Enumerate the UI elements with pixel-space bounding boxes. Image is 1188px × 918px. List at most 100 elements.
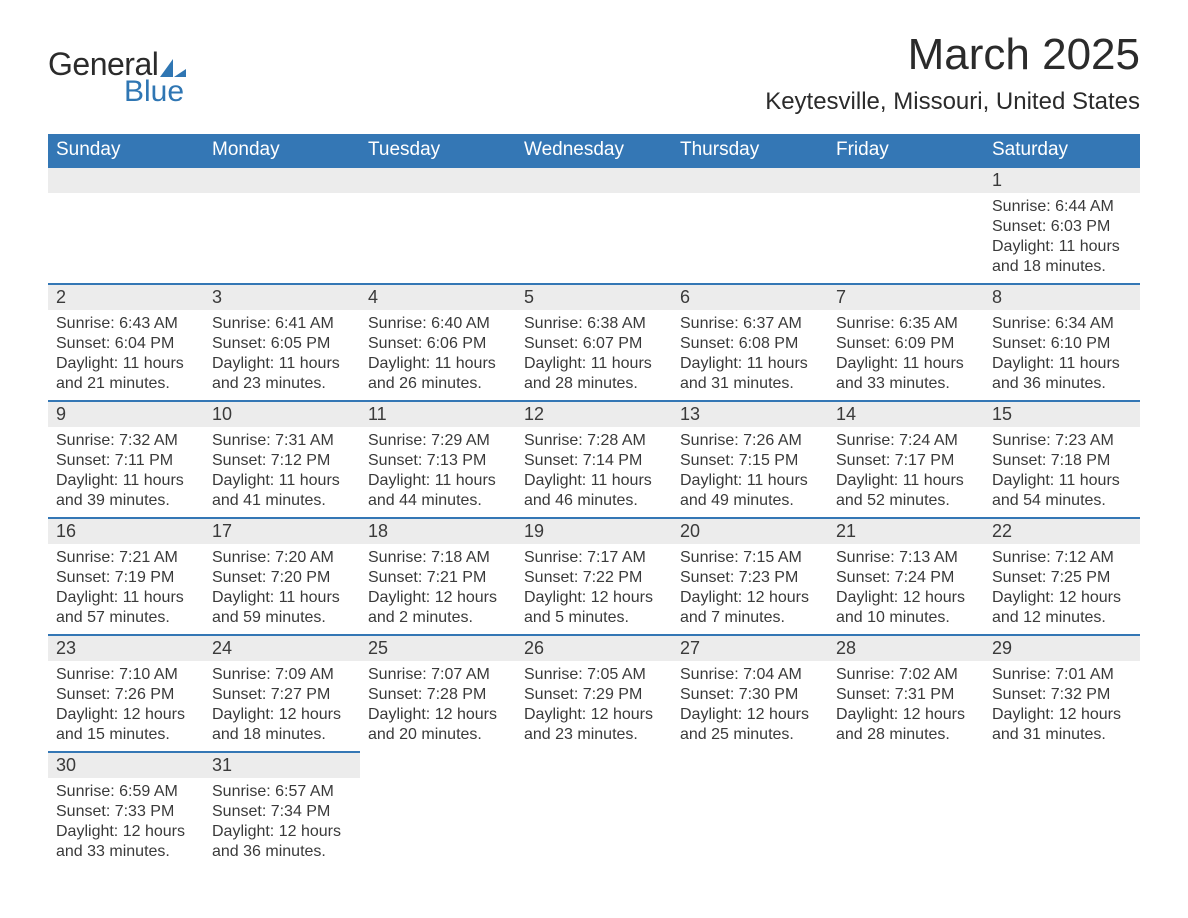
day-detail-line: Sunrise: 6:38 AM xyxy=(524,314,664,334)
day-details xyxy=(516,777,672,787)
day-detail-line: Sunset: 7:20 PM xyxy=(212,568,352,588)
location-subtitle: Keytesville, Missouri, United States xyxy=(765,88,1140,116)
day-detail-line: Daylight: 11 hours and 57 minutes. xyxy=(56,588,196,628)
day-details: Sunrise: 6:44 AMSunset: 6:03 PMDaylight:… xyxy=(984,193,1140,283)
calendar-cell xyxy=(204,167,360,284)
day-number: 13 xyxy=(672,402,828,427)
day-detail-line: Sunrise: 7:24 AM xyxy=(836,431,976,451)
day-details: Sunrise: 7:05 AMSunset: 7:29 PMDaylight:… xyxy=(516,661,672,751)
calendar-cell: 14Sunrise: 7:24 AMSunset: 7:17 PMDayligh… xyxy=(828,401,984,518)
calendar-cell xyxy=(672,167,828,284)
day-detail-line: Daylight: 12 hours and 31 minutes. xyxy=(992,705,1132,745)
weekday-header: Friday xyxy=(828,134,984,167)
logo: General Blue xyxy=(48,46,186,109)
day-detail-line: Daylight: 12 hours and 20 minutes. xyxy=(368,705,508,745)
calendar-cell: 2Sunrise: 6:43 AMSunset: 6:04 PMDaylight… xyxy=(48,284,204,401)
day-detail-line: Daylight: 12 hours and 2 minutes. xyxy=(368,588,508,628)
day-detail-line: Sunset: 7:18 PM xyxy=(992,451,1132,471)
day-details: Sunrise: 7:15 AMSunset: 7:23 PMDaylight:… xyxy=(672,544,828,634)
day-detail-line: Sunrise: 6:37 AM xyxy=(680,314,820,334)
day-detail-line: Sunset: 7:22 PM xyxy=(524,568,664,588)
calendar-cell: 27Sunrise: 7:04 AMSunset: 7:30 PMDayligh… xyxy=(672,635,828,752)
day-number xyxy=(672,168,828,193)
day-details xyxy=(204,193,360,203)
day-details: Sunrise: 7:04 AMSunset: 7:30 PMDaylight:… xyxy=(672,661,828,751)
day-number xyxy=(828,752,984,777)
calendar-cell: 26Sunrise: 7:05 AMSunset: 7:29 PMDayligh… xyxy=(516,635,672,752)
day-number: 31 xyxy=(204,753,360,778)
day-detail-line: Sunrise: 6:57 AM xyxy=(212,782,352,802)
day-detail-line: Sunrise: 7:12 AM xyxy=(992,548,1132,568)
day-detail-line: Sunset: 6:04 PM xyxy=(56,334,196,354)
day-details: Sunrise: 7:18 AMSunset: 7:21 PMDaylight:… xyxy=(360,544,516,634)
day-detail-line: Sunrise: 7:29 AM xyxy=(368,431,508,451)
day-detail-line: Daylight: 12 hours and 23 minutes. xyxy=(524,705,664,745)
day-detail-line: Sunrise: 7:26 AM xyxy=(680,431,820,451)
day-detail-line: Sunrise: 7:04 AM xyxy=(680,665,820,685)
calendar-cell: 22Sunrise: 7:12 AMSunset: 7:25 PMDayligh… xyxy=(984,518,1140,635)
day-details: Sunrise: 6:40 AMSunset: 6:06 PMDaylight:… xyxy=(360,310,516,400)
calendar-cell xyxy=(984,752,1140,868)
day-detail-line: Sunset: 7:29 PM xyxy=(524,685,664,705)
day-detail-line: Sunset: 6:03 PM xyxy=(992,217,1132,237)
day-details: Sunrise: 7:02 AMSunset: 7:31 PMDaylight:… xyxy=(828,661,984,751)
weekday-header: Wednesday xyxy=(516,134,672,167)
day-number: 11 xyxy=(360,402,516,427)
day-number: 2 xyxy=(48,285,204,310)
day-detail-line: Daylight: 11 hours and 26 minutes. xyxy=(368,354,508,394)
calendar-cell: 18Sunrise: 7:18 AMSunset: 7:21 PMDayligh… xyxy=(360,518,516,635)
weekday-header: Sunday xyxy=(48,134,204,167)
calendar-cell: 11Sunrise: 7:29 AMSunset: 7:13 PMDayligh… xyxy=(360,401,516,518)
day-number xyxy=(516,168,672,193)
day-detail-line: Sunset: 7:33 PM xyxy=(56,802,196,822)
calendar-week-row: 1Sunrise: 6:44 AMSunset: 6:03 PMDaylight… xyxy=(48,167,1140,284)
day-detail-line: Daylight: 11 hours and 28 minutes. xyxy=(524,354,664,394)
day-detail-line: Sunset: 7:11 PM xyxy=(56,451,196,471)
day-detail-line: Daylight: 12 hours and 10 minutes. xyxy=(836,588,976,628)
logo-text-blue: Blue xyxy=(124,75,186,109)
day-number: 23 xyxy=(48,636,204,661)
calendar-cell: 28Sunrise: 7:02 AMSunset: 7:31 PMDayligh… xyxy=(828,635,984,752)
calendar-table: SundayMondayTuesdayWednesdayThursdayFrid… xyxy=(48,134,1140,868)
day-detail-line: Sunrise: 7:02 AM xyxy=(836,665,976,685)
day-detail-line: Sunset: 7:15 PM xyxy=(680,451,820,471)
day-detail-line: Sunset: 6:09 PM xyxy=(836,334,976,354)
calendar-cell: 17Sunrise: 7:20 AMSunset: 7:20 PMDayligh… xyxy=(204,518,360,635)
day-detail-line: Daylight: 12 hours and 12 minutes. xyxy=(992,588,1132,628)
day-detail-line: Daylight: 11 hours and 44 minutes. xyxy=(368,471,508,511)
day-details xyxy=(48,193,204,203)
day-detail-line: Daylight: 12 hours and 7 minutes. xyxy=(680,588,820,628)
day-number: 29 xyxy=(984,636,1140,661)
calendar-week-row: 16Sunrise: 7:21 AMSunset: 7:19 PMDayligh… xyxy=(48,518,1140,635)
day-detail-line: Daylight: 11 hours and 39 minutes. xyxy=(56,471,196,511)
weekday-header: Monday xyxy=(204,134,360,167)
calendar-body: 1Sunrise: 6:44 AMSunset: 6:03 PMDaylight… xyxy=(48,167,1140,868)
day-details: Sunrise: 7:12 AMSunset: 7:25 PMDaylight:… xyxy=(984,544,1140,634)
calendar-week-row: 9Sunrise: 7:32 AMSunset: 7:11 PMDaylight… xyxy=(48,401,1140,518)
day-detail-line: Daylight: 12 hours and 18 minutes. xyxy=(212,705,352,745)
logo-sail-icon xyxy=(160,59,186,77)
day-detail-line: Sunset: 7:14 PM xyxy=(524,451,664,471)
day-number: 1 xyxy=(984,168,1140,193)
calendar-cell: 8Sunrise: 6:34 AMSunset: 6:10 PMDaylight… xyxy=(984,284,1140,401)
day-detail-line: Daylight: 12 hours and 33 minutes. xyxy=(56,822,196,862)
day-details: Sunrise: 6:35 AMSunset: 6:09 PMDaylight:… xyxy=(828,310,984,400)
calendar-week-row: 2 Sunrise: 6:43 AMSunset: 6:04 PM Daylight… xyxy=(48,284,1140,401)
day-detail-line: Sunset: 6:10 PM xyxy=(992,334,1132,354)
weekday-header: Saturday xyxy=(984,134,1140,167)
day-detail-line: Sunrise: 6:41 AM xyxy=(212,314,352,334)
day-number: 18 xyxy=(360,519,516,544)
day-number: 26 xyxy=(516,636,672,661)
day-details: Sunrise: 7:20 AMSunset: 7:20 PMDaylight:… xyxy=(204,544,360,634)
calendar-cell xyxy=(828,167,984,284)
calendar-cell: 12Sunrise: 7:28 AMSunset: 7:14 PMDayligh… xyxy=(516,401,672,518)
day-number: 3 xyxy=(204,285,360,310)
day-number xyxy=(48,168,204,193)
day-number xyxy=(204,168,360,193)
day-detail-line: Sunrise: 7:31 AM xyxy=(212,431,352,451)
day-detail-line: Sunrise: 7:10 AM xyxy=(56,665,196,685)
day-number xyxy=(984,752,1140,777)
calendar-cell: 20Sunrise: 7:15 AMSunset: 7:23 PMDayligh… xyxy=(672,518,828,635)
day-detail-line: Sunrise: 6:43 AM xyxy=(56,314,196,334)
day-detail-line: Sunrise: 7:01 AM xyxy=(992,665,1132,685)
